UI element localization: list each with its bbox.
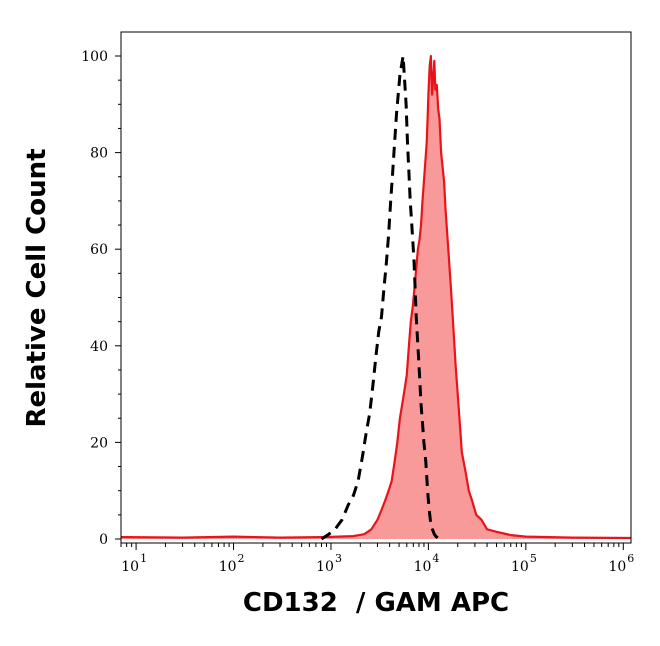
y-tick-label: 60 [90,242,108,258]
x-tick-exponent: 5 [530,552,537,565]
series-0-line [120,54,632,540]
x-tick-label: 10 [316,559,334,575]
x-tick-exponent: 2 [238,552,245,565]
x-tick-exponent: 4 [432,552,439,565]
y-axis-title: Relative Cell Count [22,148,52,427]
y-tick-label: 0 [99,532,108,548]
plot-frame [120,31,632,544]
x-tick-exponent: 1 [140,552,147,565]
x-tick-exponent: 3 [335,552,342,565]
x-tick-label: 10 [219,559,237,575]
plot-area [120,54,632,541]
y-tick-label: 80 [90,146,108,162]
x-tick-label: 10 [511,559,529,575]
y-axis: 0 20 40 60 80 100 [81,49,121,548]
y-tick-label: 20 [90,435,108,451]
series-1-dashed-line [320,54,441,541]
y-tick-label: 100 [81,49,108,65]
y-tick-label: 40 [90,339,108,355]
x-tick-label: 10 [608,559,626,575]
series-0-fill [121,56,631,539]
x-tick-label: 10 [414,559,432,575]
x-tick-label: 10 [121,559,139,575]
x-axis-title: CD132 / GAM APC [243,588,509,618]
x-tick-exponent: 6 [627,552,634,565]
